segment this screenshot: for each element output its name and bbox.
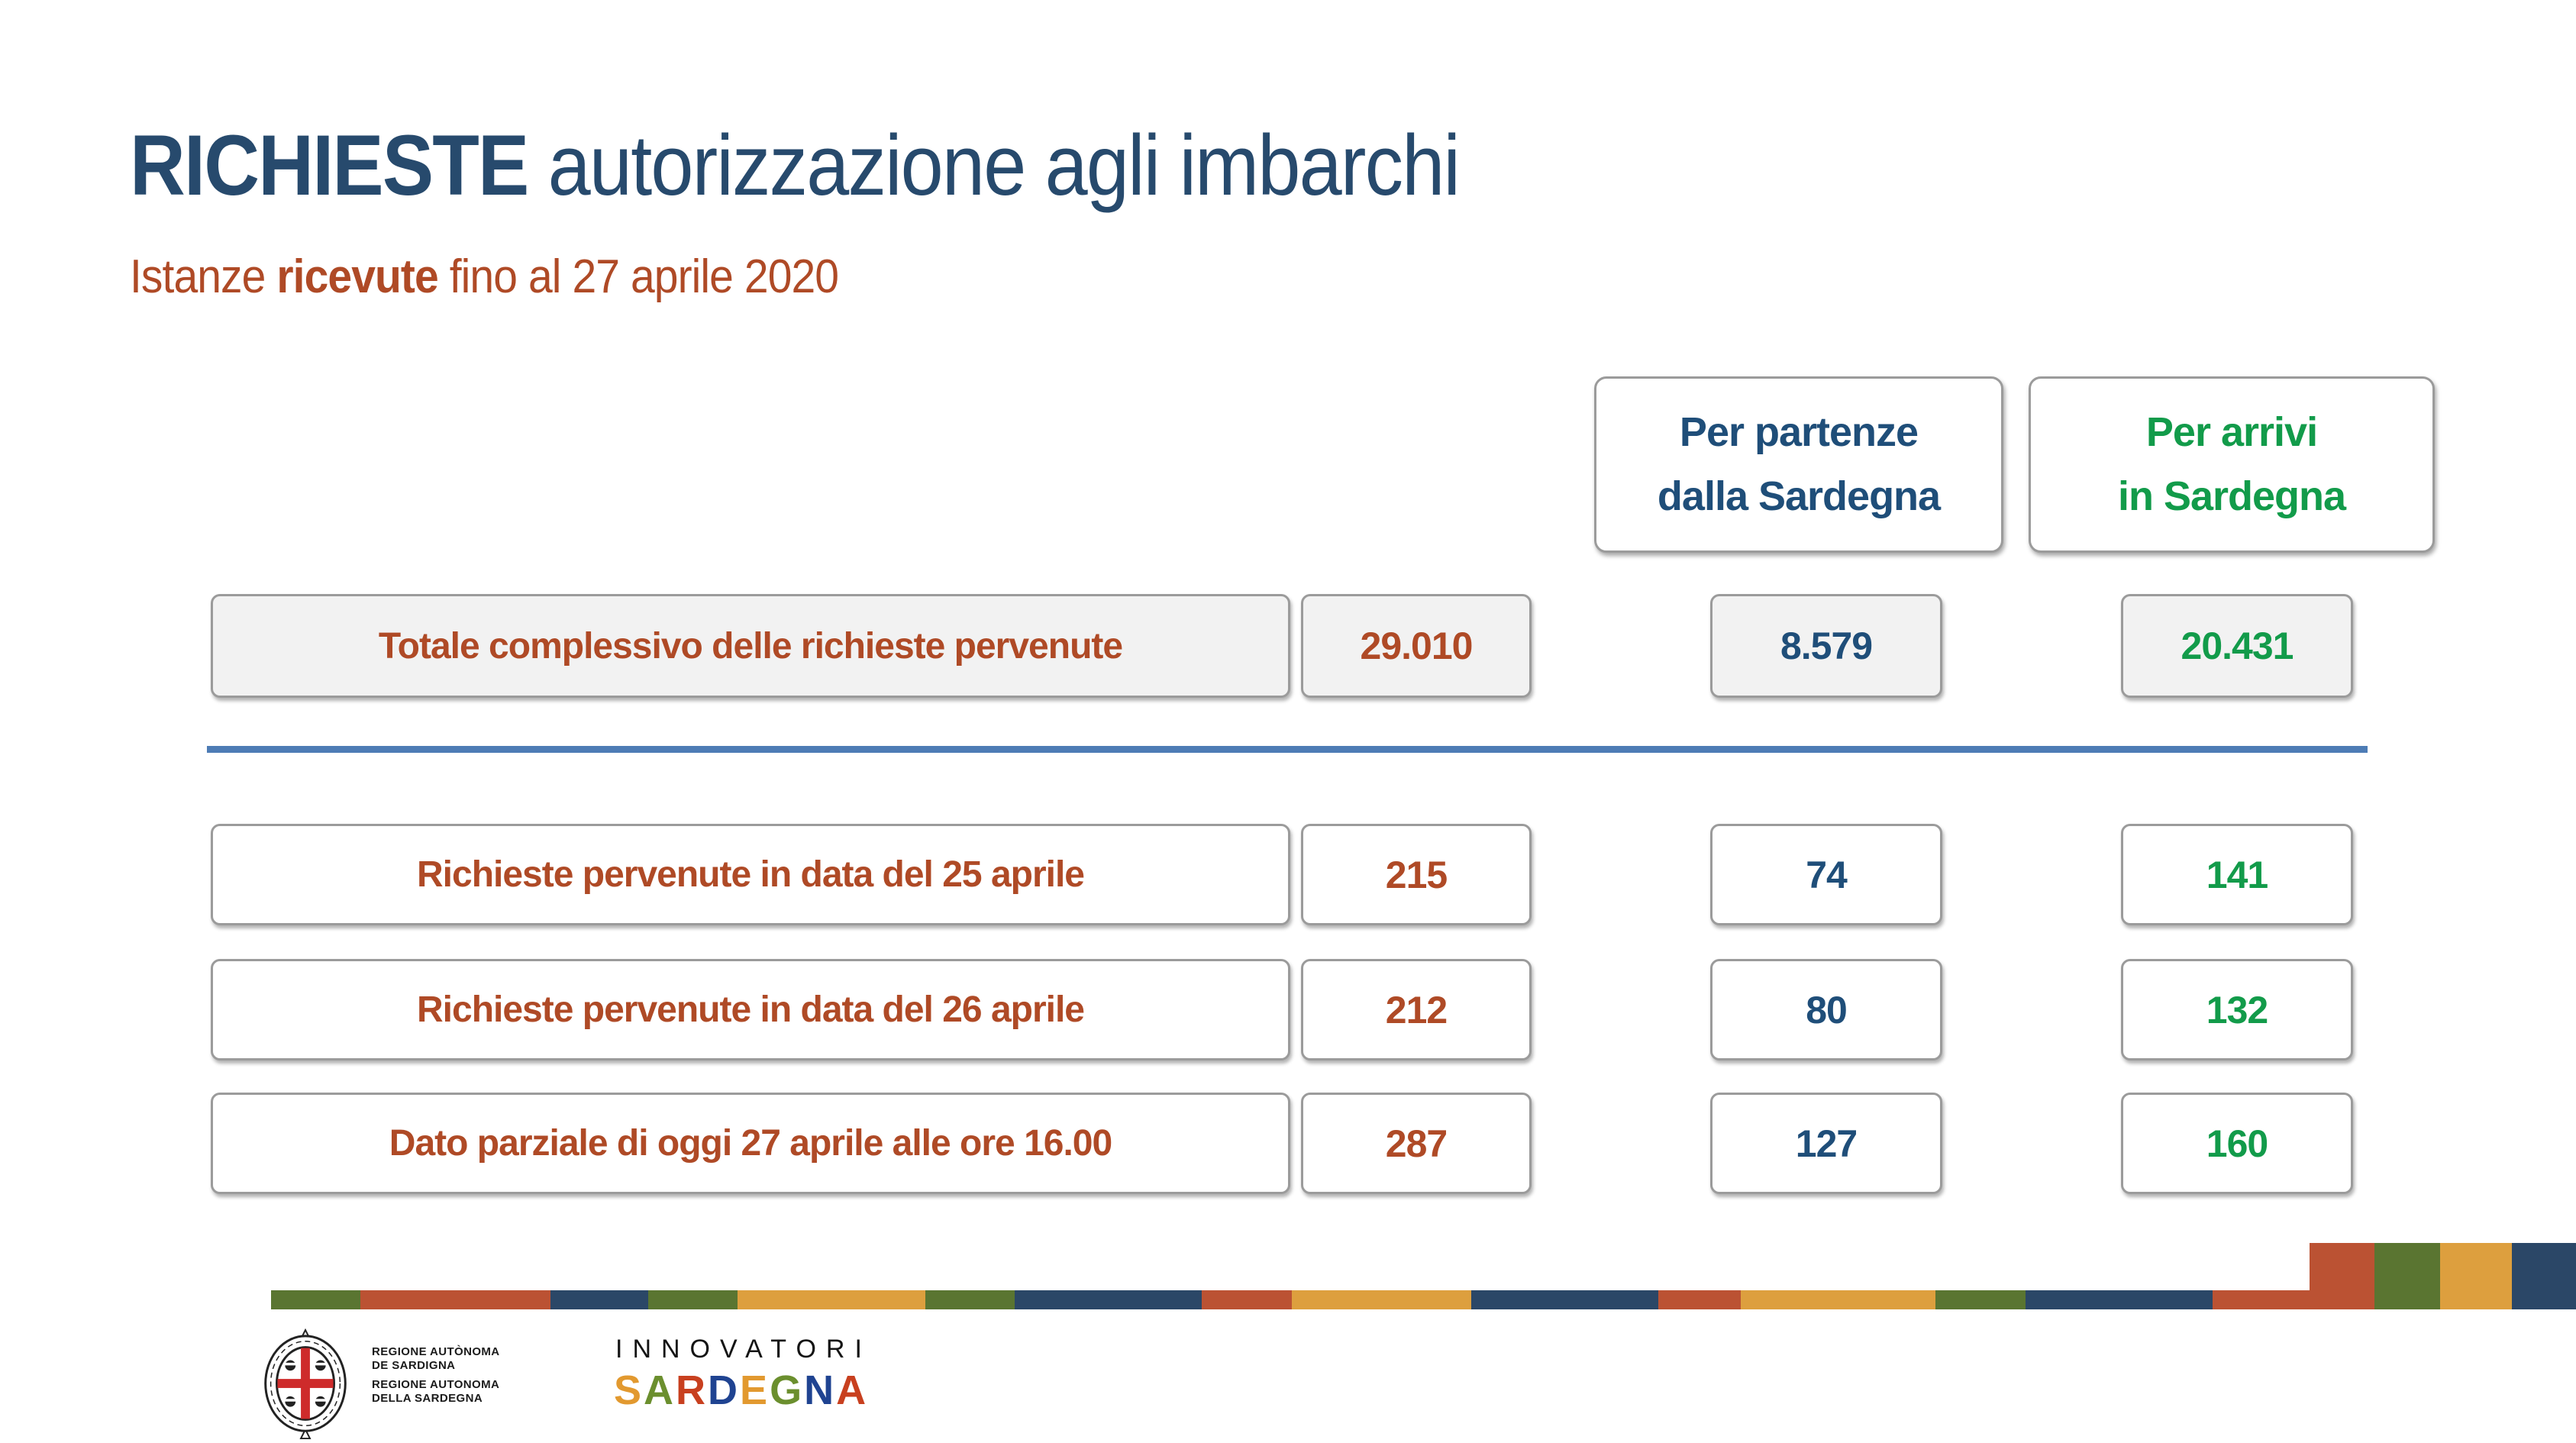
sardegna-letter: A [836, 1367, 869, 1413]
table-row-value-total: 287 [1301, 1093, 1532, 1194]
sardegna-letter: A [644, 1367, 676, 1413]
stripe-segment [2440, 1243, 2512, 1309]
decorative-color-stripe [271, 1243, 2576, 1309]
table-row-label: Richieste pervenute in data del 25 april… [211, 824, 1290, 925]
region-name-sardinian: REGIONE AUTÒNOMA DE SARDIGNA [372, 1345, 500, 1373]
column-header-partenze-label: Per partenze dalla Sardegna [1657, 401, 1941, 528]
table-row-value-total: 215 [1301, 824, 1532, 925]
stripe-segment [925, 1290, 1015, 1309]
column-header-arrivi-label: Per arrivi in Sardegna [2117, 401, 2346, 528]
partenze-line1: Per partenze [1679, 408, 1919, 455]
sardegna-letter: G [770, 1367, 805, 1413]
column-header-partenze: Per partenze dalla Sardegna [1594, 376, 2003, 553]
stripe-segment [648, 1290, 738, 1309]
sardegna-letter: N [804, 1367, 837, 1413]
table-row-value-partenze: 127 [1710, 1093, 1942, 1194]
regione-sardegna-emblem [264, 1328, 347, 1440]
section-divider [207, 746, 2368, 753]
stripe-segment [1202, 1290, 1292, 1309]
subtitle-post: fino al 27 aprile 2020 [437, 250, 839, 303]
page-title-emphasis: RICHIESTE [130, 118, 529, 213]
stripe-segment [1471, 1290, 1658, 1309]
total-row-value-partenze: 8.579 [1710, 594, 1942, 698]
stripe-segment [360, 1290, 550, 1309]
region-name-text: REGIONE AUTÒNOMA DE SARDIGNA REGIONE AUT… [372, 1345, 500, 1411]
arrivi-line1: Per arrivi [2145, 408, 2318, 455]
table-row-value-partenze: 74 [1710, 824, 1942, 925]
innovatori-wordmark: INNOVATORI [615, 1335, 872, 1364]
stripe-segment [1292, 1290, 1471, 1309]
stripe-segment [2310, 1243, 2374, 1309]
table-row-value-arrivi: 141 [2121, 824, 2353, 925]
stripe-segment [2512, 1243, 2576, 1309]
table-row-value-partenze: 80 [1710, 959, 1942, 1060]
sardegna-letter: S [614, 1367, 644, 1413]
stripe-segment [1741, 1290, 1935, 1309]
table-row-label: Dato parziale di oggi 27 aprile alle ore… [211, 1093, 1290, 1194]
table-row-value-total: 212 [1301, 959, 1532, 1060]
region-line: DE SARDIGNA [372, 1359, 456, 1372]
stripe-segment [738, 1290, 925, 1309]
column-header-arrivi: Per arrivi in Sardegna [2029, 376, 2435, 553]
stripe-segment [2374, 1243, 2440, 1309]
stripe-segment [1658, 1290, 1741, 1309]
stripe-segment [1935, 1290, 2026, 1309]
sardegna-wordmark: SARDEGNA [614, 1367, 868, 1414]
total-row-value-arrivi: 20.431 [2121, 594, 2353, 698]
sardegna-letter: R [676, 1367, 709, 1413]
stripe-segment [2213, 1290, 2310, 1309]
subtitle-pre: Istanze [130, 250, 277, 303]
page-title: RICHIESTE autorizzazione agli imbarchi [130, 115, 1461, 217]
total-row-value-total: 29.010 [1301, 594, 1532, 698]
region-line: REGIONE AUTÒNOMA [372, 1345, 500, 1358]
table-row-label: Richieste pervenute in data del 26 april… [211, 959, 1290, 1060]
subtitle-emphasis: ricevute [276, 250, 438, 303]
arrivi-line2: in Sardegna [2117, 473, 2346, 519]
page-subtitle: Istanze ricevute fino al 27 aprile 2020 [130, 247, 839, 308]
table-row-value-arrivi: 160 [2121, 1093, 2353, 1194]
stripe-segment [1015, 1290, 1202, 1309]
region-line: REGIONE AUTONOMA [372, 1378, 500, 1391]
stripe-segment [550, 1290, 648, 1309]
stripe-segment [2026, 1290, 2213, 1309]
region-name-italian: REGIONE AUTONOMA DELLA SARDEGNA [372, 1378, 500, 1406]
partenze-line2: dalla Sardegna [1657, 473, 1941, 519]
table-row-value-arrivi: 132 [2121, 959, 2353, 1060]
region-line: DELLA SARDEGNA [372, 1392, 483, 1405]
stripe-segment [271, 1290, 360, 1309]
page-title-rest: autorizzazione agli imbarchi [528, 118, 1461, 213]
moor-heads [284, 1360, 327, 1407]
sardegna-letter: E [740, 1367, 770, 1413]
total-row-label: Totale complessivo delle richieste perve… [211, 594, 1290, 698]
sardegna-letter: D [708, 1367, 741, 1413]
